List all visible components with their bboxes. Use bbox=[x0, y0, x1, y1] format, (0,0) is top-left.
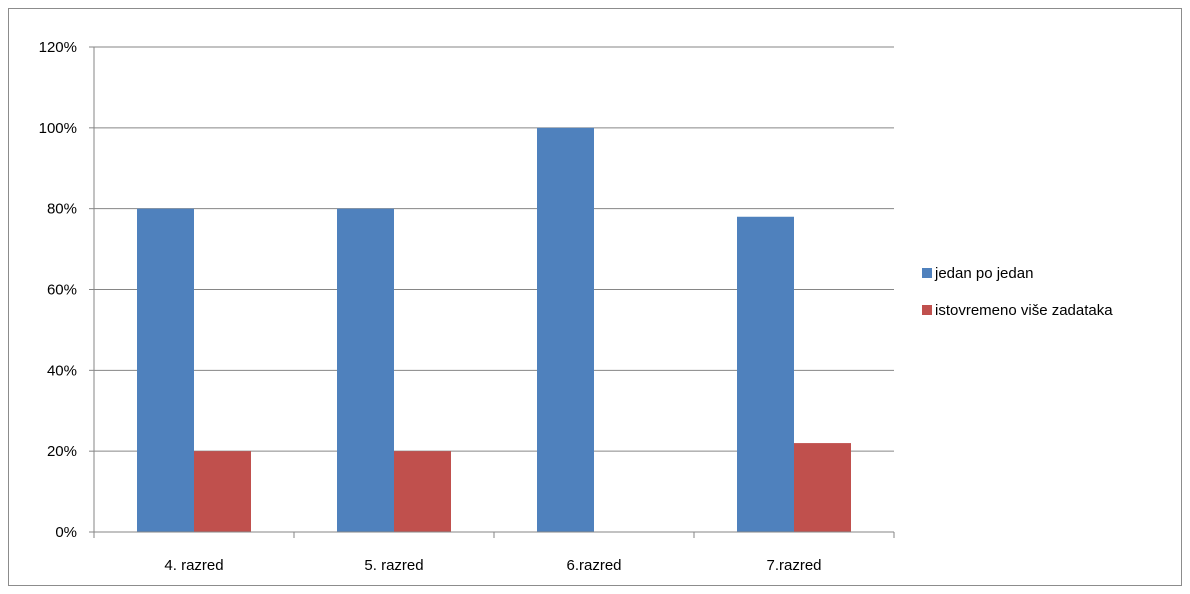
legend: jedan po jedan istovremeno više zadataka bbox=[922, 265, 1113, 319]
bar-series-1 bbox=[137, 208, 194, 532]
y-tick-labels: 0% 20% 40% 60% 80% 100% 120% bbox=[39, 39, 77, 541]
legend-label: jedan po jedan bbox=[934, 265, 1033, 282]
y-tick-label: 120% bbox=[39, 39, 77, 56]
x-tick-label: 6.razred bbox=[566, 557, 621, 574]
y-tick-label: 60% bbox=[47, 282, 77, 299]
legend-swatch bbox=[922, 268, 932, 278]
x-tick-labels: 4. razred 5. razred 6.razred 7.razred bbox=[164, 557, 821, 574]
x-tick-label: 7.razred bbox=[766, 557, 821, 574]
axes bbox=[89, 46, 895, 538]
bars bbox=[137, 127, 851, 532]
bar-series-2 bbox=[194, 451, 251, 532]
legend-swatch bbox=[922, 305, 932, 315]
bar-series-1 bbox=[537, 127, 594, 532]
bar-series-2 bbox=[394, 451, 451, 532]
x-tick-label: 4. razred bbox=[164, 557, 223, 574]
x-tick-label: 5. razred bbox=[364, 557, 423, 574]
y-tick-label: 100% bbox=[39, 120, 77, 137]
legend-label: istovremeno više zadataka bbox=[935, 302, 1113, 319]
bar-series-1 bbox=[337, 208, 394, 532]
y-tick-label: 40% bbox=[47, 362, 77, 379]
bar-series-2 bbox=[794, 443, 851, 532]
y-tick-label: 20% bbox=[47, 443, 77, 460]
bar-series-1 bbox=[737, 216, 794, 532]
y-tick-label: 0% bbox=[55, 524, 77, 541]
y-tick-label: 80% bbox=[47, 201, 77, 218]
